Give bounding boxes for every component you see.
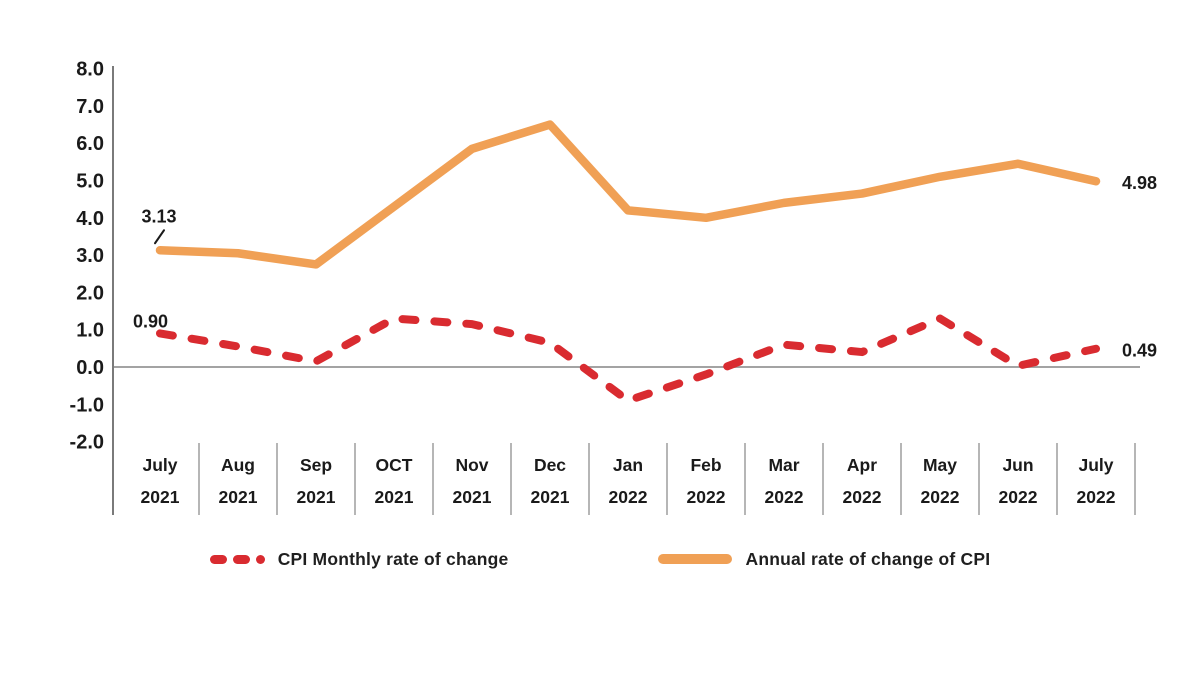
x-axis-label-month: Feb [690,455,721,475]
x-axis-label-month: Sep [300,455,332,475]
legend-label-annual: Annual rate of change of CPI [745,548,991,569]
x-axis-label-month: Mar [768,455,799,475]
x-axis-label-year: 2021 [531,487,570,507]
x-axis-label-year: 2021 [297,487,336,507]
data-point-annotation: 0.49 [1122,341,1157,361]
x-axis-label-month: July [142,455,177,475]
dash-segment-icon [209,554,227,564]
x-axis-label-year: 2021 [141,487,180,507]
y-tick-label: 3.0 [76,245,104,267]
x-axis-label-month: Apr [847,455,877,475]
y-tick-label: 5.0 [76,171,104,193]
x-axis-label-month: July [1078,455,1113,475]
y-tick-label: 6.0 [76,133,104,155]
chart-legend: CPI Monthly rate of change Annual rate o… [0,541,1200,577]
x-axis-label-month: Jan [613,455,643,475]
legend-item-annual: Annual rate of change of CPI [658,549,990,570]
x-axis-label-year: 2022 [843,487,882,507]
x-axis-label-year: 2022 [765,487,804,507]
x-axis-label-month: May [923,455,957,475]
y-tick-label: 4.0 [76,208,104,230]
dash-segment-icon [232,554,250,564]
x-axis-label-month: Dec [534,455,566,475]
y-tick-label: 1.0 [76,320,104,342]
y-tick-label: 0.0 [76,357,104,379]
x-axis-label-year: 2021 [375,487,414,507]
x-axis-label-year: 2022 [687,487,726,507]
x-axis-label-year: 2022 [609,487,648,507]
y-tick-label: -2.0 [70,432,104,454]
legend-label-monthly: CPI Monthly rate of change [277,548,509,569]
data-point-annotation: 4.98 [1122,173,1157,193]
cpi-line-chart: 8.0 7.0 6.0 5.0 4.0 3.0 2.0 1.0 0.0 -1.0 -2.0 July 2… [70,59,1157,515]
dash-dot-icon [255,554,265,564]
y-tick-label: 8.0 [76,59,104,81]
data-point-annotation: 0.90 [133,311,168,331]
annotation-leader-slash [154,229,165,245]
x-axis-label-year: 2021 [219,487,258,507]
y-tick-label: 7.0 [76,96,104,118]
annual-series-line [155,120,1101,269]
x-axis-label-year: 2022 [1077,487,1116,507]
data-point-annotation: 3.13 [141,206,176,226]
x-axis-label-month: Nov [455,455,488,475]
annual-series-swatch-icon [658,554,733,564]
y-tick-label: -1.0 [70,394,104,416]
legend-item-monthly: CPI Monthly rate of change [209,548,509,570]
y-tick-label: 2.0 [76,282,104,304]
x-axis-label-month: OCT [376,455,413,475]
monthly-series-swatch-icon [209,554,265,564]
x-axis-label-month: Aug [221,455,255,475]
monthly-series-line [156,314,1100,405]
x-axis-label-month: Jun [1002,455,1033,475]
x-axis-label-year: 2021 [453,487,492,507]
x-axis-label-year: 2022 [921,487,960,507]
x-axis-label-year: 2022 [999,487,1038,507]
